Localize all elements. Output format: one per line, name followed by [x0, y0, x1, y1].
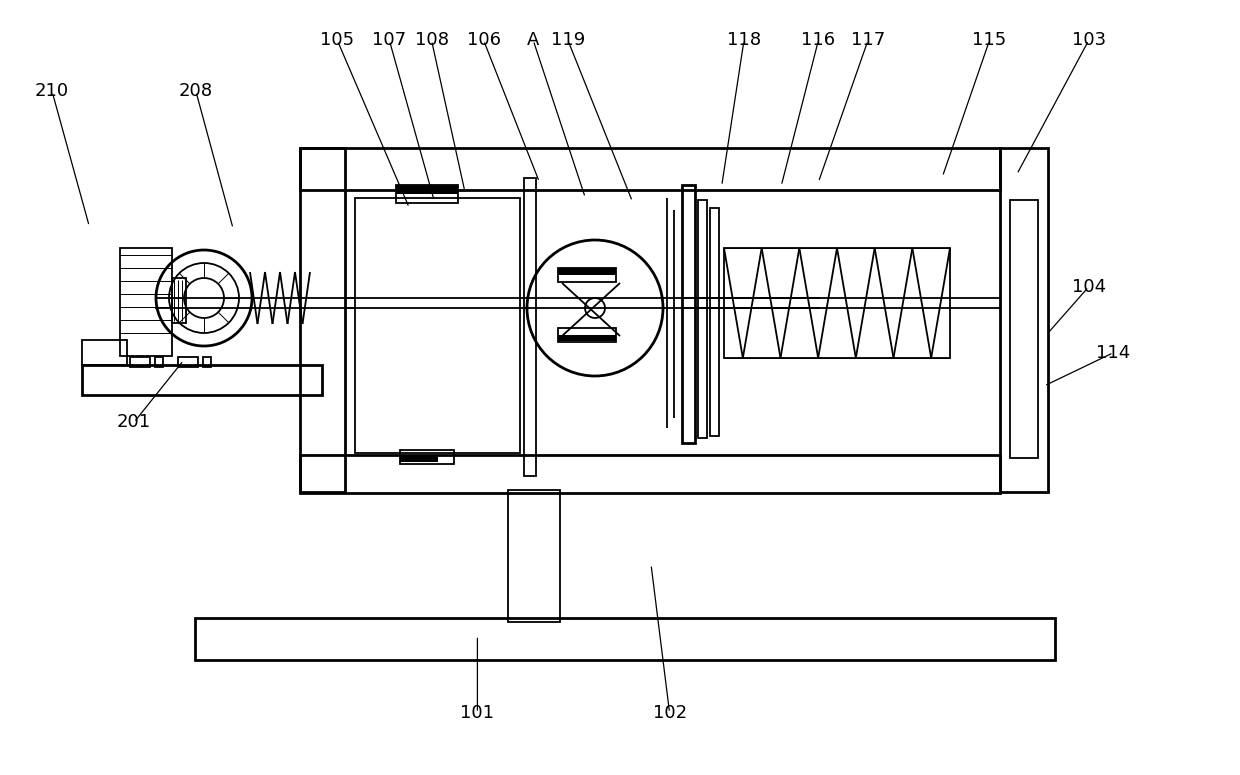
Bar	[300, 455, 999, 493]
Bar	[558, 268, 616, 282]
Text: 210: 210	[35, 82, 69, 101]
Bar	[401, 450, 454, 464]
Text: 118: 118	[727, 31, 761, 50]
Bar	[179, 357, 198, 367]
Bar	[195, 618, 1055, 660]
Text: 104: 104	[1071, 277, 1106, 296]
Text: 116: 116	[801, 31, 836, 50]
Bar	[558, 328, 616, 342]
Bar	[82, 365, 322, 395]
Bar	[1011, 200, 1038, 458]
Bar	[82, 340, 126, 365]
Bar	[172, 278, 186, 323]
Text: 105: 105	[320, 31, 355, 50]
Bar	[698, 200, 707, 438]
Text: 102: 102	[652, 704, 687, 722]
Text: A: A	[527, 31, 539, 50]
Text: 208: 208	[179, 82, 213, 101]
Bar	[525, 178, 536, 476]
Text: 115: 115	[972, 31, 1007, 50]
Text: 107: 107	[372, 31, 407, 50]
Text: 117: 117	[851, 31, 885, 50]
Text: 108: 108	[414, 31, 449, 50]
Text: 119: 119	[551, 31, 585, 50]
Bar	[558, 268, 616, 275]
Bar	[508, 490, 560, 622]
Text: 101: 101	[460, 704, 495, 722]
Bar	[711, 208, 719, 436]
Bar	[120, 248, 172, 356]
Bar	[558, 335, 616, 341]
Bar	[724, 248, 950, 358]
Text: 201: 201	[117, 413, 151, 432]
Bar	[999, 148, 1048, 492]
Bar	[355, 198, 520, 453]
Bar	[155, 357, 162, 367]
Bar	[396, 185, 458, 194]
Bar	[130, 357, 150, 367]
Bar	[401, 456, 438, 462]
Bar	[396, 185, 458, 203]
Bar	[203, 357, 211, 367]
Bar	[682, 185, 694, 443]
Bar	[300, 148, 345, 492]
Text: 106: 106	[466, 31, 501, 50]
Text: 103: 103	[1071, 31, 1106, 50]
Text: 114: 114	[1096, 343, 1131, 362]
Bar	[300, 148, 999, 190]
